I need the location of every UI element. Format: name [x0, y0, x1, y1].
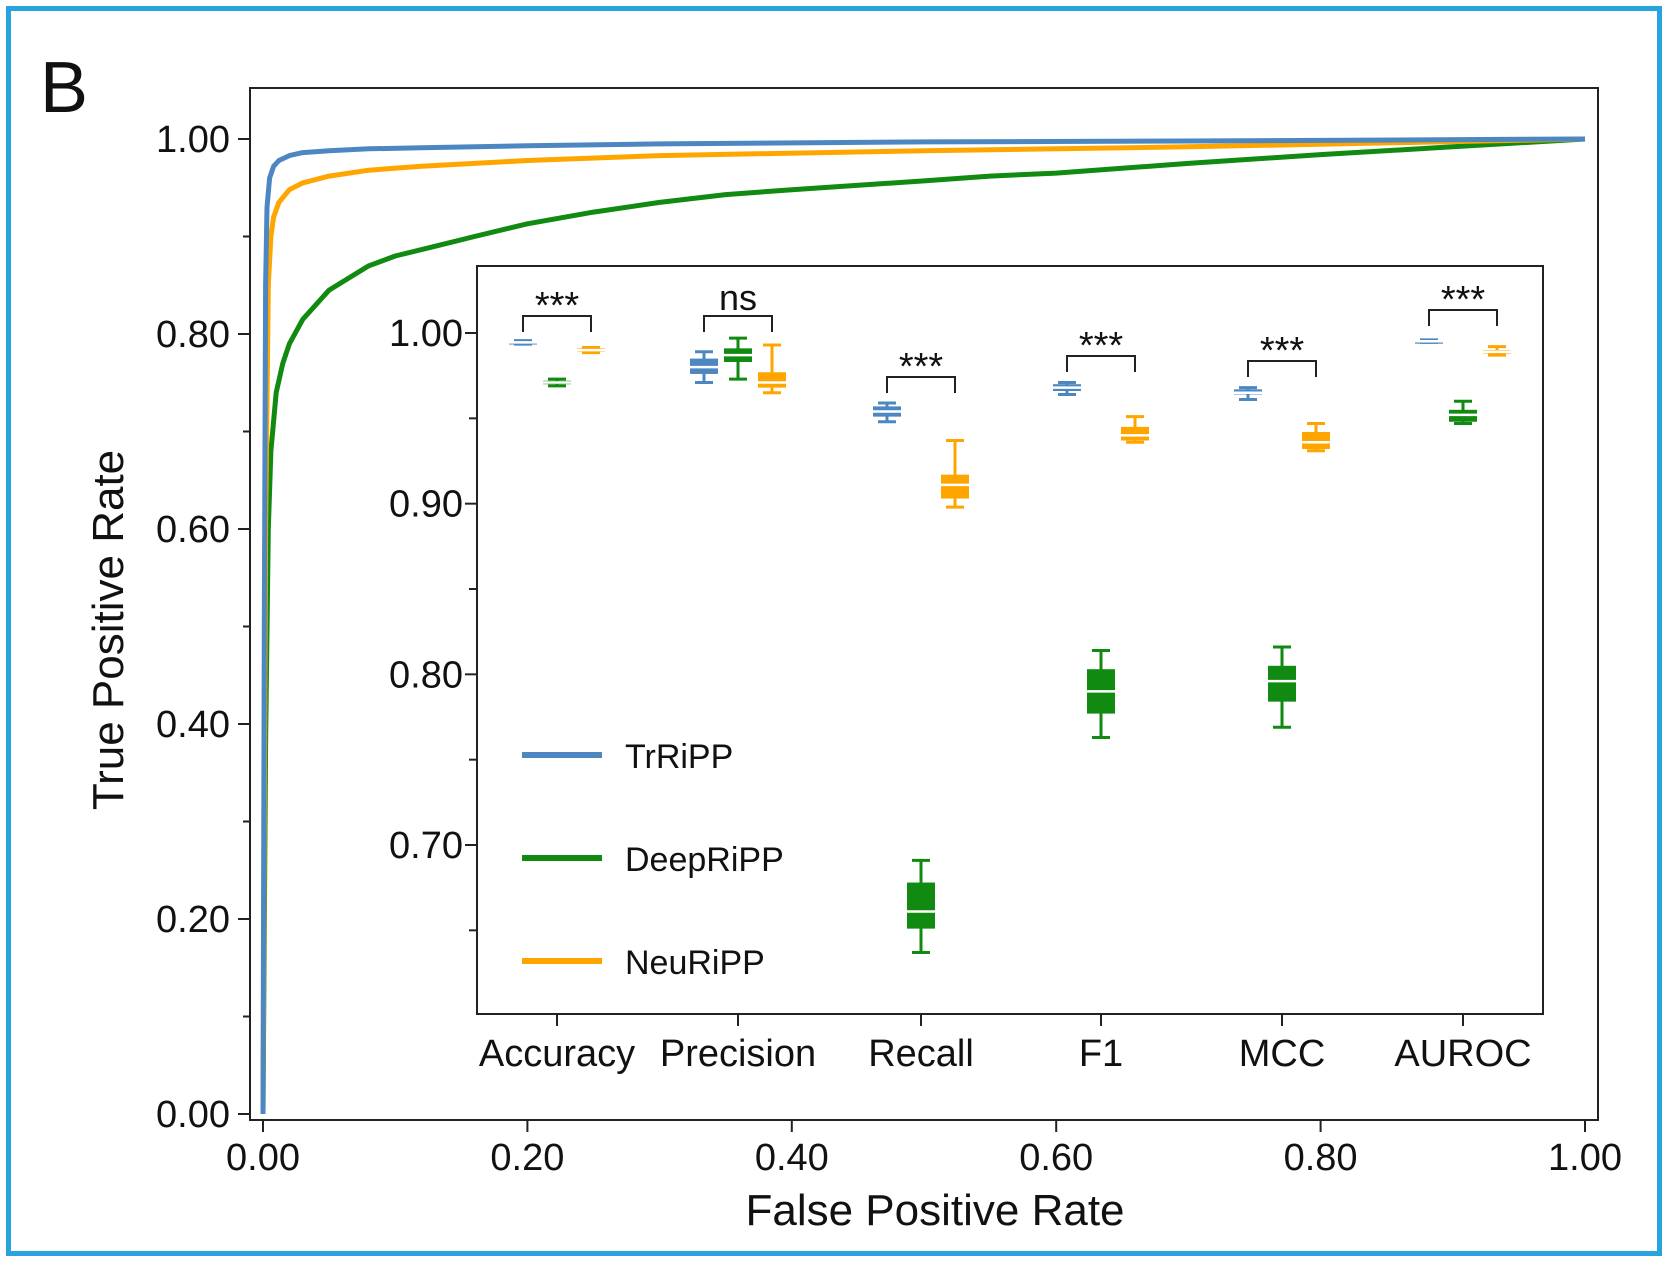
- box-neuripp-f1: [1121, 415, 1149, 444]
- significance-label: ***: [1441, 279, 1486, 321]
- significance-bracket: [522, 315, 592, 332]
- inset-plot-frame: [476, 265, 1544, 1015]
- significance-label: ns: [719, 277, 757, 318]
- x-tick-label: 1.00: [1548, 1137, 1622, 1179]
- significance-label: ***: [535, 285, 580, 327]
- panel-label: B: [40, 48, 88, 128]
- significance-bracket: [886, 376, 956, 393]
- box-trripp-precision: [690, 350, 718, 384]
- inset-x-tick-label-accuracy: Accuracy: [479, 1033, 635, 1075]
- box-trripp-f1: [1053, 380, 1081, 396]
- significance-bracket: [1066, 355, 1136, 372]
- inset-x-tick-label-auroc: AUROC: [1394, 1033, 1531, 1075]
- x-tick-label: 0.00: [226, 1137, 300, 1179]
- box-deepripp-mcc: [1268, 645, 1296, 729]
- significance-label: ***: [1079, 325, 1124, 367]
- significance-bracket: [1428, 309, 1498, 326]
- inset-x-tick-label-recall: Recall: [868, 1033, 974, 1075]
- inset-y-tick-label: 0.90: [389, 484, 463, 526]
- box-deepripp-accuracy: [543, 377, 571, 388]
- box-neuripp-precision: [758, 343, 786, 395]
- box-body: [1121, 426, 1149, 441]
- legend: TrRiPP DeepRiPP NeuRiPP: [522, 738, 784, 982]
- y-tick-label: 0.20: [156, 899, 230, 941]
- x-tick-label: 0.40: [755, 1137, 829, 1179]
- inset-x-tick-label-mcc: MCC: [1239, 1033, 1326, 1075]
- x-tick-label: 0.60: [1019, 1137, 1093, 1179]
- box-neuripp-mcc: [1302, 421, 1330, 453]
- box-deepripp-auroc: [1449, 399, 1477, 425]
- y-axis-label: True Positive Rate: [84, 450, 133, 810]
- roc-curve-neuripp: [260, 136, 1586, 1115]
- box-deepripp-precision: [724, 336, 752, 381]
- box-body: [758, 372, 786, 388]
- metric-boxplots: [509, 336, 1511, 955]
- box-body: [907, 882, 935, 929]
- y-tick-label: 1.00: [156, 119, 230, 161]
- roc-curve-deepripp: [260, 136, 1586, 1115]
- x-axis-label: False Positive Rate: [745, 1186, 1124, 1235]
- box-neuripp-recall: [941, 439, 969, 509]
- box-body: [1302, 431, 1330, 450]
- main-plot-frame: [249, 87, 1599, 1121]
- x-tick-label: 0.20: [490, 1137, 564, 1179]
- box-neuripp-auroc: [1483, 345, 1511, 357]
- roc-curve-trripp: [260, 136, 1586, 1115]
- inset-axis-ticks: 1.00 0.90 0.80 0.70 Accuracy Precision Recall F…: [389, 313, 1532, 1075]
- legend-label-neuripp: NeuRiPP: [625, 944, 765, 982]
- box-neuripp-accuracy: [577, 346, 605, 355]
- inset-y-tick-label: 0.70: [389, 825, 463, 867]
- significance-bracket: [703, 315, 773, 332]
- inset-y-tick-label: 0.80: [389, 654, 463, 696]
- box-deepripp-recall: [907, 858, 935, 955]
- box-deepripp-f1: [1087, 648, 1115, 739]
- inset-x-tick-label-precision: Precision: [660, 1033, 816, 1075]
- significance-label: ***: [1260, 330, 1305, 372]
- x-tick-label: 0.80: [1284, 1137, 1358, 1179]
- y-tick-label: 0.80: [156, 314, 230, 356]
- roc-curves: [260, 136, 1586, 1115]
- legend-label-deepripp: DeepRiPP: [625, 841, 784, 879]
- box-trripp-accuracy: [509, 339, 537, 346]
- y-tick-label: 0.60: [156, 509, 230, 551]
- box-body: [941, 474, 969, 499]
- inset-y-tick-label: 1.00: [389, 313, 463, 355]
- box-trripp-auroc: [1415, 338, 1443, 344]
- legend-label-trripp: TrRiPP: [625, 738, 733, 776]
- box-body: [1268, 665, 1296, 702]
- inset-x-tick-label-f1: F1: [1079, 1033, 1123, 1075]
- significance-annotations: *** ns *** *** *** ***: [522, 277, 1498, 393]
- box-trripp-recall: [873, 401, 901, 424]
- significance-bracket: [1247, 360, 1317, 377]
- box-trripp-mcc: [1234, 386, 1262, 402]
- y-tick-label: 0.00: [156, 1094, 230, 1136]
- y-tick-label: 0.40: [156, 704, 230, 746]
- significance-label: ***: [899, 346, 944, 388]
- main-axis-ticks: 0.00 0.20 0.40 0.60 0.80 1.00 0.00 0.20 0.40 0.60…: [156, 119, 1622, 1179]
